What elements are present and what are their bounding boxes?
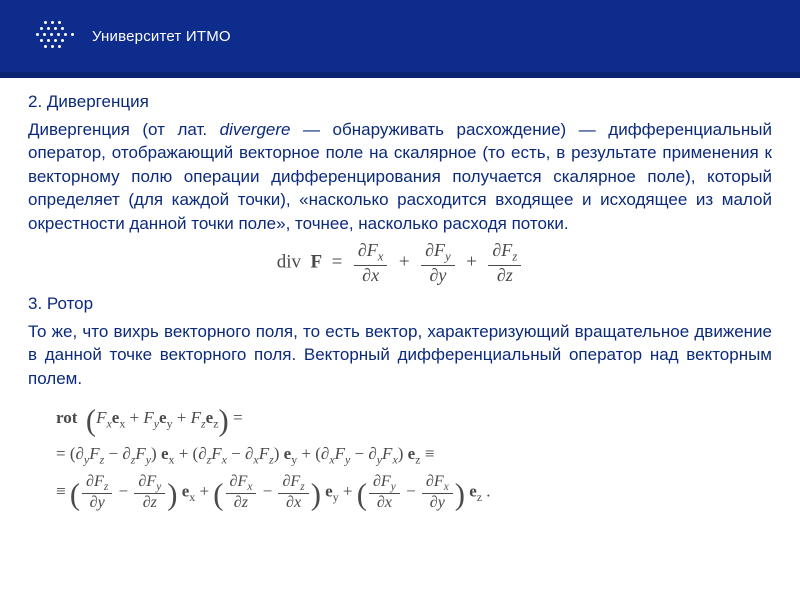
t: ∂x <box>377 494 392 511</box>
t: y <box>391 481 396 493</box>
slide-content: 2. Дивергенция Дивергенция (от лат. dive… <box>0 78 800 522</box>
t: y <box>333 490 339 504</box>
t: e <box>469 481 477 500</box>
t: ∂F <box>230 473 248 490</box>
t: F <box>259 444 269 463</box>
t: ∂x <box>362 265 379 285</box>
rot-op: rot <box>56 408 77 427</box>
t: ∂F <box>425 240 445 260</box>
t: x <box>222 453 227 467</box>
t: e <box>325 481 333 500</box>
text-italic: divergere <box>220 120 291 139</box>
t: ∂z <box>143 494 157 511</box>
t: x <box>247 481 252 493</box>
t: x <box>189 490 195 504</box>
div-term-2: ∂Fy ∂y <box>421 241 455 285</box>
t: y <box>345 453 350 467</box>
t: F <box>382 444 392 463</box>
div-vec: F <box>311 252 323 273</box>
t: z <box>269 453 274 467</box>
t: F <box>89 444 99 463</box>
t: ∂F <box>138 473 156 490</box>
t: ∂F <box>86 473 104 490</box>
t: ∂y <box>429 265 446 285</box>
divergence-formula: div F = ∂Fx ∂x + ∂Fy ∂y + ∂Fz ∂z <box>28 241 772 285</box>
university-name: Университет ИТМО <box>92 28 231 45</box>
t: ∂y <box>90 494 105 511</box>
t: y <box>291 453 297 467</box>
t: ∂z <box>234 494 248 511</box>
text-pre: Дивергенция (от лат. <box>28 120 220 139</box>
t: z <box>477 490 482 504</box>
t: z <box>104 481 108 493</box>
t: F <box>135 444 145 463</box>
div-term-1: ∂Fx ∂x <box>354 241 388 285</box>
t: ∂F <box>373 473 391 490</box>
t: ∂ <box>76 444 84 463</box>
section-3-title: 3. Ротор <box>28 294 772 314</box>
t: z <box>415 453 420 467</box>
t: y <box>156 481 161 493</box>
t: F <box>211 444 221 463</box>
t: ∂ <box>198 444 206 463</box>
t: y <box>445 250 451 264</box>
t: x <box>169 453 175 467</box>
t: z <box>100 453 105 467</box>
section-3-text: То же, что вихрь векторного поля, то ест… <box>28 320 772 390</box>
div-term-3: ∂Fz ∂z <box>488 241 521 285</box>
t: z <box>512 250 517 264</box>
t: x <box>119 416 125 430</box>
slide-header: Университет ИТМО <box>0 0 800 78</box>
t: x <box>378 250 384 264</box>
t: x <box>392 453 397 467</box>
section-2-text: Дивергенция (от лат. divergere — обнаруж… <box>28 118 772 235</box>
t: z <box>300 481 304 493</box>
t: ∂x <box>286 494 301 511</box>
t: e <box>161 444 169 463</box>
t: e <box>159 408 167 427</box>
t: y <box>167 416 173 430</box>
t: ∂F <box>358 240 378 260</box>
t: x <box>444 481 449 493</box>
t: ∂F <box>492 240 512 260</box>
t: F <box>143 408 153 427</box>
t: ∂z <box>497 265 513 285</box>
section-2-title: 2. Дивергенция <box>28 92 772 112</box>
t: F <box>96 408 106 427</box>
rotor-formula: rot (Fxex + Fyey + Fzez) = = (∂yFz − ∂zF… <box>28 400 772 512</box>
t: ∂ <box>122 444 130 463</box>
t: ∂ <box>368 444 376 463</box>
t: F <box>191 408 201 427</box>
itmo-logo-icon <box>34 19 78 53</box>
t: ∂F <box>282 473 300 490</box>
div-op: div <box>277 252 301 273</box>
t: ∂F <box>426 473 444 490</box>
t: ∂y <box>430 494 445 511</box>
t: F <box>335 444 345 463</box>
t: y <box>146 453 151 467</box>
